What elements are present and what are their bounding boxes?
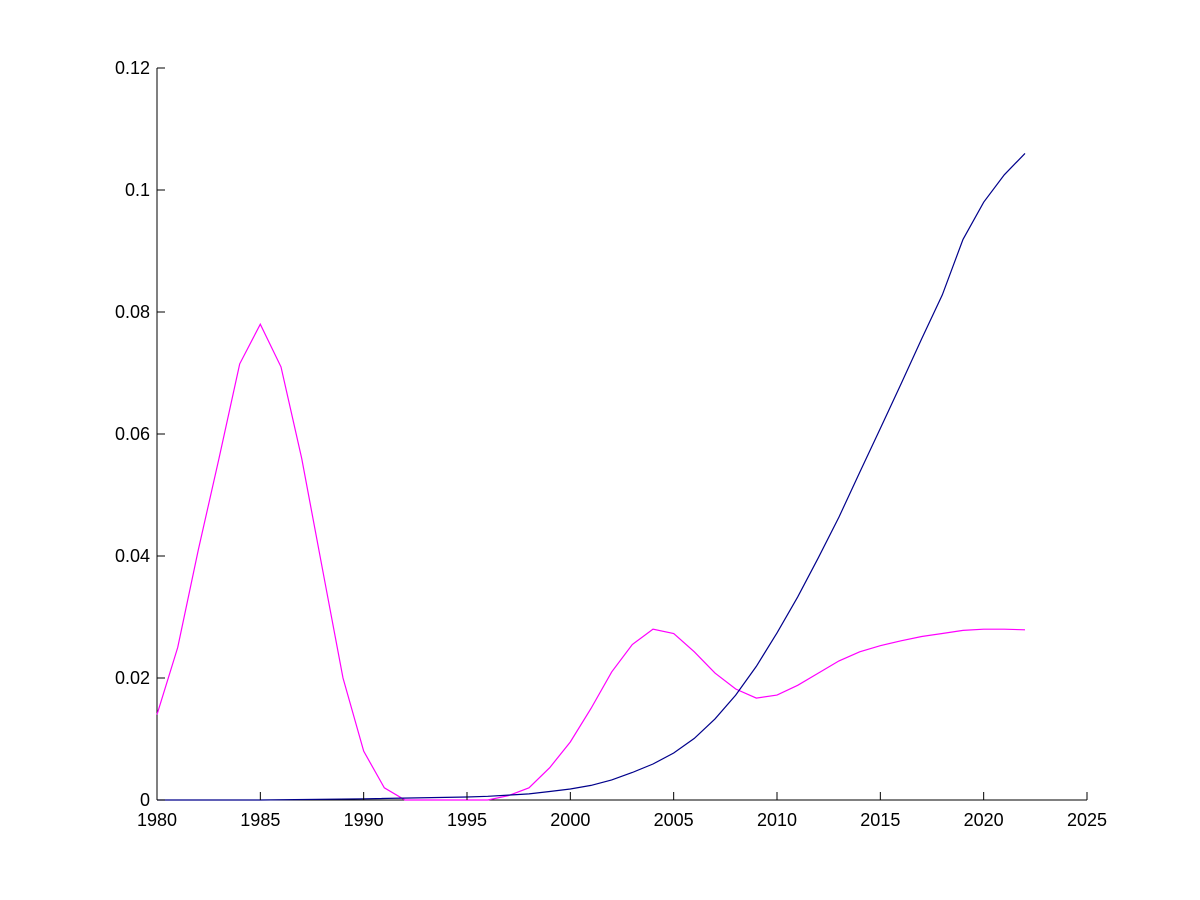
y-tick-label: 0.08 <box>115 302 150 322</box>
y-tick-label: 0.12 <box>115 58 150 78</box>
y-tick-label: 0.02 <box>115 668 150 688</box>
y-tick-label: 0.04 <box>115 546 150 566</box>
x-tick-label: 2000 <box>550 810 590 830</box>
y-tick-label: 0.06 <box>115 424 150 444</box>
x-tick-label: 1990 <box>344 810 384 830</box>
x-tick-label: 2025 <box>1067 810 1107 830</box>
x-tick-label: 1980 <box>137 810 177 830</box>
series-line-1 <box>156 322 1026 801</box>
y-tick-label: 0 <box>140 790 150 810</box>
x-tick-label: 2020 <box>964 810 1004 830</box>
x-axis-ticks: 1980 1985 1990 1995 2000 2005 2010 2015 2020 2025 <box>137 792 1107 830</box>
y-axis-ticks: 0 0.02 0.04 0.06 0.08 0.1 0.12 <box>115 58 165 810</box>
x-tick-label: 1985 <box>240 810 280 830</box>
x-tick-label: 2010 <box>757 810 797 830</box>
x-tick-label: 2015 <box>860 810 900 830</box>
series-layer <box>156 152 1026 801</box>
x-tick-label: 2005 <box>654 810 694 830</box>
y-tick-label: 0.1 <box>125 180 150 200</box>
x-tick-label: 1995 <box>447 810 487 830</box>
series-line-2 <box>157 152 1026 801</box>
